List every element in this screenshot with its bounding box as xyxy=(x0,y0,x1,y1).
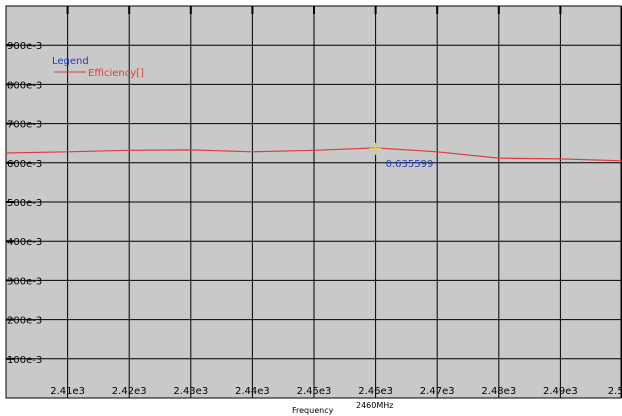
y-tick-label: 300e-3 xyxy=(7,276,42,287)
legend: Legend Efficiency[] xyxy=(52,56,144,79)
y-tick-label: 600e-3 xyxy=(7,159,42,170)
x-tick-label: 2.44e3 xyxy=(235,386,270,397)
series-lines xyxy=(5,147,622,162)
marker-value-label: 0.635599 xyxy=(386,159,434,170)
tick-labels: 2.41e3 2.42e3 2.43e3 2.44e3 2.45e3 2.46e3 2.47… xyxy=(7,41,622,397)
x-tick-label: 2.48e3 xyxy=(481,386,516,397)
series-line-efficiency xyxy=(5,147,622,162)
x-tick-label: 2.41e3 xyxy=(50,386,85,397)
x-tick-label: 2.5e3 xyxy=(608,386,622,397)
legend-entry-efficiency: Efficiency[] xyxy=(88,68,144,79)
x-axis-label: Frequency xyxy=(292,406,334,415)
y-tick-label: 100e-3 xyxy=(7,355,42,366)
x-tick-label: 2.42e3 xyxy=(112,386,147,397)
y-tick-label: 500e-3 xyxy=(7,198,42,209)
x-tick-label: 2.45e3 xyxy=(297,386,332,397)
y-tick-label: 200e-3 xyxy=(7,316,42,327)
y-tick-label: 700e-3 xyxy=(7,120,42,131)
x-tick-label: 2.46e3 xyxy=(358,386,393,397)
x-tick-label: 2.43e3 xyxy=(173,386,208,397)
x-tick-label: 2.47e3 xyxy=(420,386,455,397)
legend-title: Legend xyxy=(52,56,89,67)
y-tick-label: 800e-3 xyxy=(7,80,42,91)
grid-lines xyxy=(5,5,622,399)
x-tick-label: 2.49e3 xyxy=(543,386,578,397)
marker-frequency-label: 2460MHz xyxy=(356,401,393,410)
y-tick-label: 900e-3 xyxy=(7,41,42,52)
marker: 0.635599 xyxy=(369,142,434,170)
y-tick-label: 400e-3 xyxy=(7,237,42,248)
